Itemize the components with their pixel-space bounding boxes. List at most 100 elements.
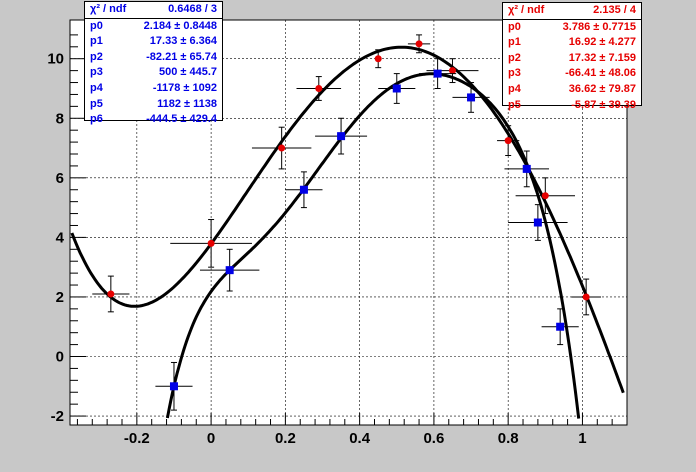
stats-blue-row: p2 -82.21 ± 65.74 xyxy=(85,50,222,66)
stats-box-blue: χ² / ndf 0.6468 / 3 p0 2.184 ± 0.8448 p1 17.3… xyxy=(84,1,223,125)
stats-red-key: p5 xyxy=(508,98,521,111)
stats-red-value: 36.62 ± 79.87 xyxy=(568,82,636,95)
stats-blue-key: p0 xyxy=(90,19,103,32)
stats-red-row: p5 -5.87 ± 39.39 xyxy=(503,98,641,114)
x-tick-label: 0.8 xyxy=(498,430,519,447)
y-tick-label: 4 xyxy=(56,229,65,246)
data-point-blue xyxy=(315,117,368,155)
y-tick-label: 0 xyxy=(56,349,64,366)
stats-red-key: p1 xyxy=(508,36,521,49)
stats-blue-value: 0.6468 / 3 xyxy=(168,3,217,15)
stats-red-row: p4 36.62 ± 79.87 xyxy=(503,82,641,98)
stats-blue-value: 2.184 ± 0.8448 xyxy=(143,19,217,32)
stats-blue-value: -444.5 ± 429.4 xyxy=(146,113,217,126)
y-tick-label: 8 xyxy=(56,110,64,127)
stats-blue-key: p2 xyxy=(90,50,103,63)
marker-circle xyxy=(207,239,215,247)
stats-blue-value: 17.33 ± 6.364 xyxy=(149,35,217,48)
marker-square xyxy=(433,69,442,78)
marker-circle xyxy=(315,84,323,92)
marker-square xyxy=(522,164,531,173)
stats-blue-row: p1 17.33 ± 6.364 xyxy=(85,34,222,50)
stats-blue-key: p4 xyxy=(90,81,103,94)
stats-red-key: χ² / ndf xyxy=(508,4,545,16)
marker-square xyxy=(533,218,542,227)
stats-red-row: p1 16.92 ± 4.277 xyxy=(503,35,641,51)
x-tick-label: -0.2 xyxy=(124,430,150,447)
stats-red-value: 3.786 ± 0.7715 xyxy=(562,20,636,33)
stats-blue-key: p6 xyxy=(90,113,103,126)
stats-box-red: χ² / ndf 2.135 / 4 p0 3.786 ± 0.7715 p1 16.92… xyxy=(502,2,642,111)
stats-blue-key: p1 xyxy=(90,35,103,48)
marker-square xyxy=(556,322,565,331)
data-point-blue xyxy=(155,361,193,411)
x-tick-label: 0.4 xyxy=(349,430,371,447)
stats-red-value: 2.135 / 4 xyxy=(593,4,636,16)
stats-red-row: χ² / ndf 2.135 / 4 xyxy=(503,3,641,20)
stats-blue-row: p3 500 ± 445.7 xyxy=(85,65,222,81)
x-tick-label: 0.2 xyxy=(275,430,296,447)
stats-blue-key: χ² / ndf xyxy=(90,3,127,15)
data-point-red xyxy=(571,278,602,316)
data-point-blue xyxy=(419,58,457,89)
marker-square xyxy=(467,93,476,102)
marker-circle xyxy=(582,293,590,301)
data-point-blue xyxy=(452,82,490,113)
stats-blue-key: p3 xyxy=(90,66,103,79)
stats-blue-row: p6 -444.5 ± 429.4 xyxy=(85,112,222,128)
stats-blue-value: -1178 ± 1092 xyxy=(152,81,217,94)
data-point-blue xyxy=(378,73,416,104)
fit-curves xyxy=(70,45,625,419)
data-point-blue xyxy=(508,204,568,241)
data-points xyxy=(92,34,602,411)
marker-circle xyxy=(504,137,512,145)
stats-blue-row: p0 2.184 ± 0.8448 xyxy=(85,19,222,35)
marker-circle xyxy=(541,192,549,200)
stats-red-key: p0 xyxy=(508,20,521,33)
stats-blue-row: χ² / ndf 0.6468 / 3 xyxy=(85,2,222,19)
marker-square xyxy=(337,132,346,141)
stats-red-value: 16.92 ± 4.277 xyxy=(568,36,636,49)
y-tick-label: 2 xyxy=(56,289,64,306)
stats-red-row: p2 17.32 ± 7.159 xyxy=(503,51,641,67)
stats-blue-value: -82.21 ± 65.74 xyxy=(146,50,217,63)
marker-square xyxy=(225,266,234,275)
stats-red-row: p3 -66.41 ± 48.06 xyxy=(503,66,641,82)
data-point-red xyxy=(374,49,382,69)
stats-red-key: p4 xyxy=(508,82,521,95)
stats-red-key: p2 xyxy=(508,51,521,64)
stats-blue-row: p5 1182 ± 1138 xyxy=(85,97,222,113)
stats-blue-value: 1182 ± 1138 xyxy=(157,97,217,110)
data-point-red xyxy=(497,125,520,156)
stats-blue-key: p5 xyxy=(90,97,103,110)
marker-circle xyxy=(107,290,115,298)
stats-red-row: p0 3.786 ± 0.7715 xyxy=(503,20,641,36)
marker-circle xyxy=(374,55,382,63)
data-point-red xyxy=(515,177,576,215)
fit-curve-2 xyxy=(165,72,581,419)
y-tick-label: 6 xyxy=(56,170,64,187)
stats-blue-value: 500 ± 445.7 xyxy=(158,66,217,79)
marker-square xyxy=(299,185,308,194)
data-point-red xyxy=(170,219,252,268)
stats-red-value: -5.87 ± 39.39 xyxy=(571,98,636,111)
tick-labels: -0.2 0 0.2 0.4 0.6 0.8 1 -2 0 2 4 6 8 10 xyxy=(47,51,586,447)
marker-square xyxy=(392,84,401,93)
y-tick-label: 10 xyxy=(47,51,64,68)
marker-circle xyxy=(448,67,456,75)
stats-blue-row: p4 -1178 ± 1092 xyxy=(85,81,222,97)
marker-circle xyxy=(278,144,286,152)
y-tick-label: -2 xyxy=(51,408,64,425)
data-point-red xyxy=(407,34,431,54)
marker-square xyxy=(169,382,178,391)
data-point-blue xyxy=(541,308,579,346)
x-tick-label: 0.6 xyxy=(423,430,444,447)
x-tick-label: 0 xyxy=(207,430,215,447)
stats-red-value: -66.41 ± 48.06 xyxy=(565,67,636,80)
data-point-red xyxy=(251,126,312,170)
data-point-red xyxy=(296,76,342,101)
data-point-blue xyxy=(285,171,323,209)
stats-red-key: p3 xyxy=(508,67,521,80)
marker-circle xyxy=(415,40,423,48)
stats-red-value: 17.32 ± 7.159 xyxy=(568,51,636,64)
